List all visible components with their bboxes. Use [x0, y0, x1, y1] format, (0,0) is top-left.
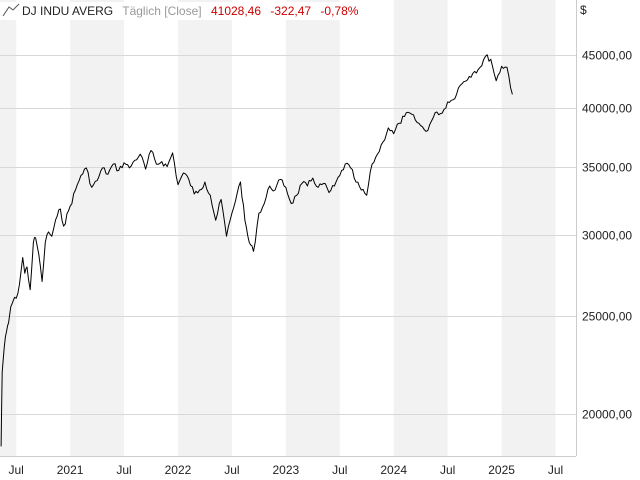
x-tick-label-7: 2024	[380, 463, 407, 477]
currency-symbol: $	[580, 3, 587, 17]
background-band	[16, 0, 71, 456]
x-tick-label-9: 2025	[488, 463, 515, 477]
y-tick-label-40000: 40000,00	[582, 102, 632, 116]
x-tick-label-2: Jul	[116, 463, 131, 477]
y-tick-label-25000: 25000,00	[582, 310, 632, 324]
x-axis-tick-labels: Jul 2021 Jul 2022 Jul 2023 Jul 2024 Jul 2025 Jul	[9, 463, 564, 477]
y-tick-label-20000: 20000,00	[582, 408, 632, 422]
last-value: 41028,46	[211, 4, 261, 18]
x-tick-label-10: Jul	[548, 463, 563, 477]
y-axis-tick-labels: 20000,00 25000,00 30000,00 35000,00 40000,00…	[582, 49, 632, 422]
x-tick-label-1: 2021	[57, 463, 84, 477]
background-band	[339, 0, 394, 456]
y-tick-label-35000: 35000,00	[582, 161, 632, 175]
chart-title: DJ INDU AVERG	[22, 4, 113, 18]
line-chart-icon	[2, 3, 20, 17]
background-band	[555, 0, 576, 456]
y-tick-label-30000: 30000,00	[582, 229, 632, 243]
change-value: -322,47	[270, 4, 311, 18]
header-background	[0, 2, 365, 20]
x-tick-label-0: Jul	[9, 463, 24, 477]
x-tick-label-6: Jul	[332, 463, 347, 477]
horizontal-gridlines	[0, 55, 576, 415]
y-tick-label-45000: 45000,00	[582, 49, 632, 63]
background-band	[447, 0, 502, 456]
interval-label: Täglich [Close]	[122, 4, 201, 18]
x-tick-label-8: Jul	[440, 463, 455, 477]
x-tick-label-3: 2022	[165, 463, 192, 477]
change-percent: -0,78%	[320, 4, 358, 18]
x-tick-label-5: 2023	[272, 463, 299, 477]
background-band	[124, 0, 178, 456]
alternating-bands	[16, 0, 576, 456]
background-band	[231, 0, 286, 456]
svg-text:DJ INDU AVERG Täglich [Clo: DJ INDU AVERG Täglich [Close] 41028,46 -…	[22, 4, 359, 18]
x-tick-label-4: Jul	[224, 463, 239, 477]
series-line-dj-indu-averg	[0, 54, 513, 447]
